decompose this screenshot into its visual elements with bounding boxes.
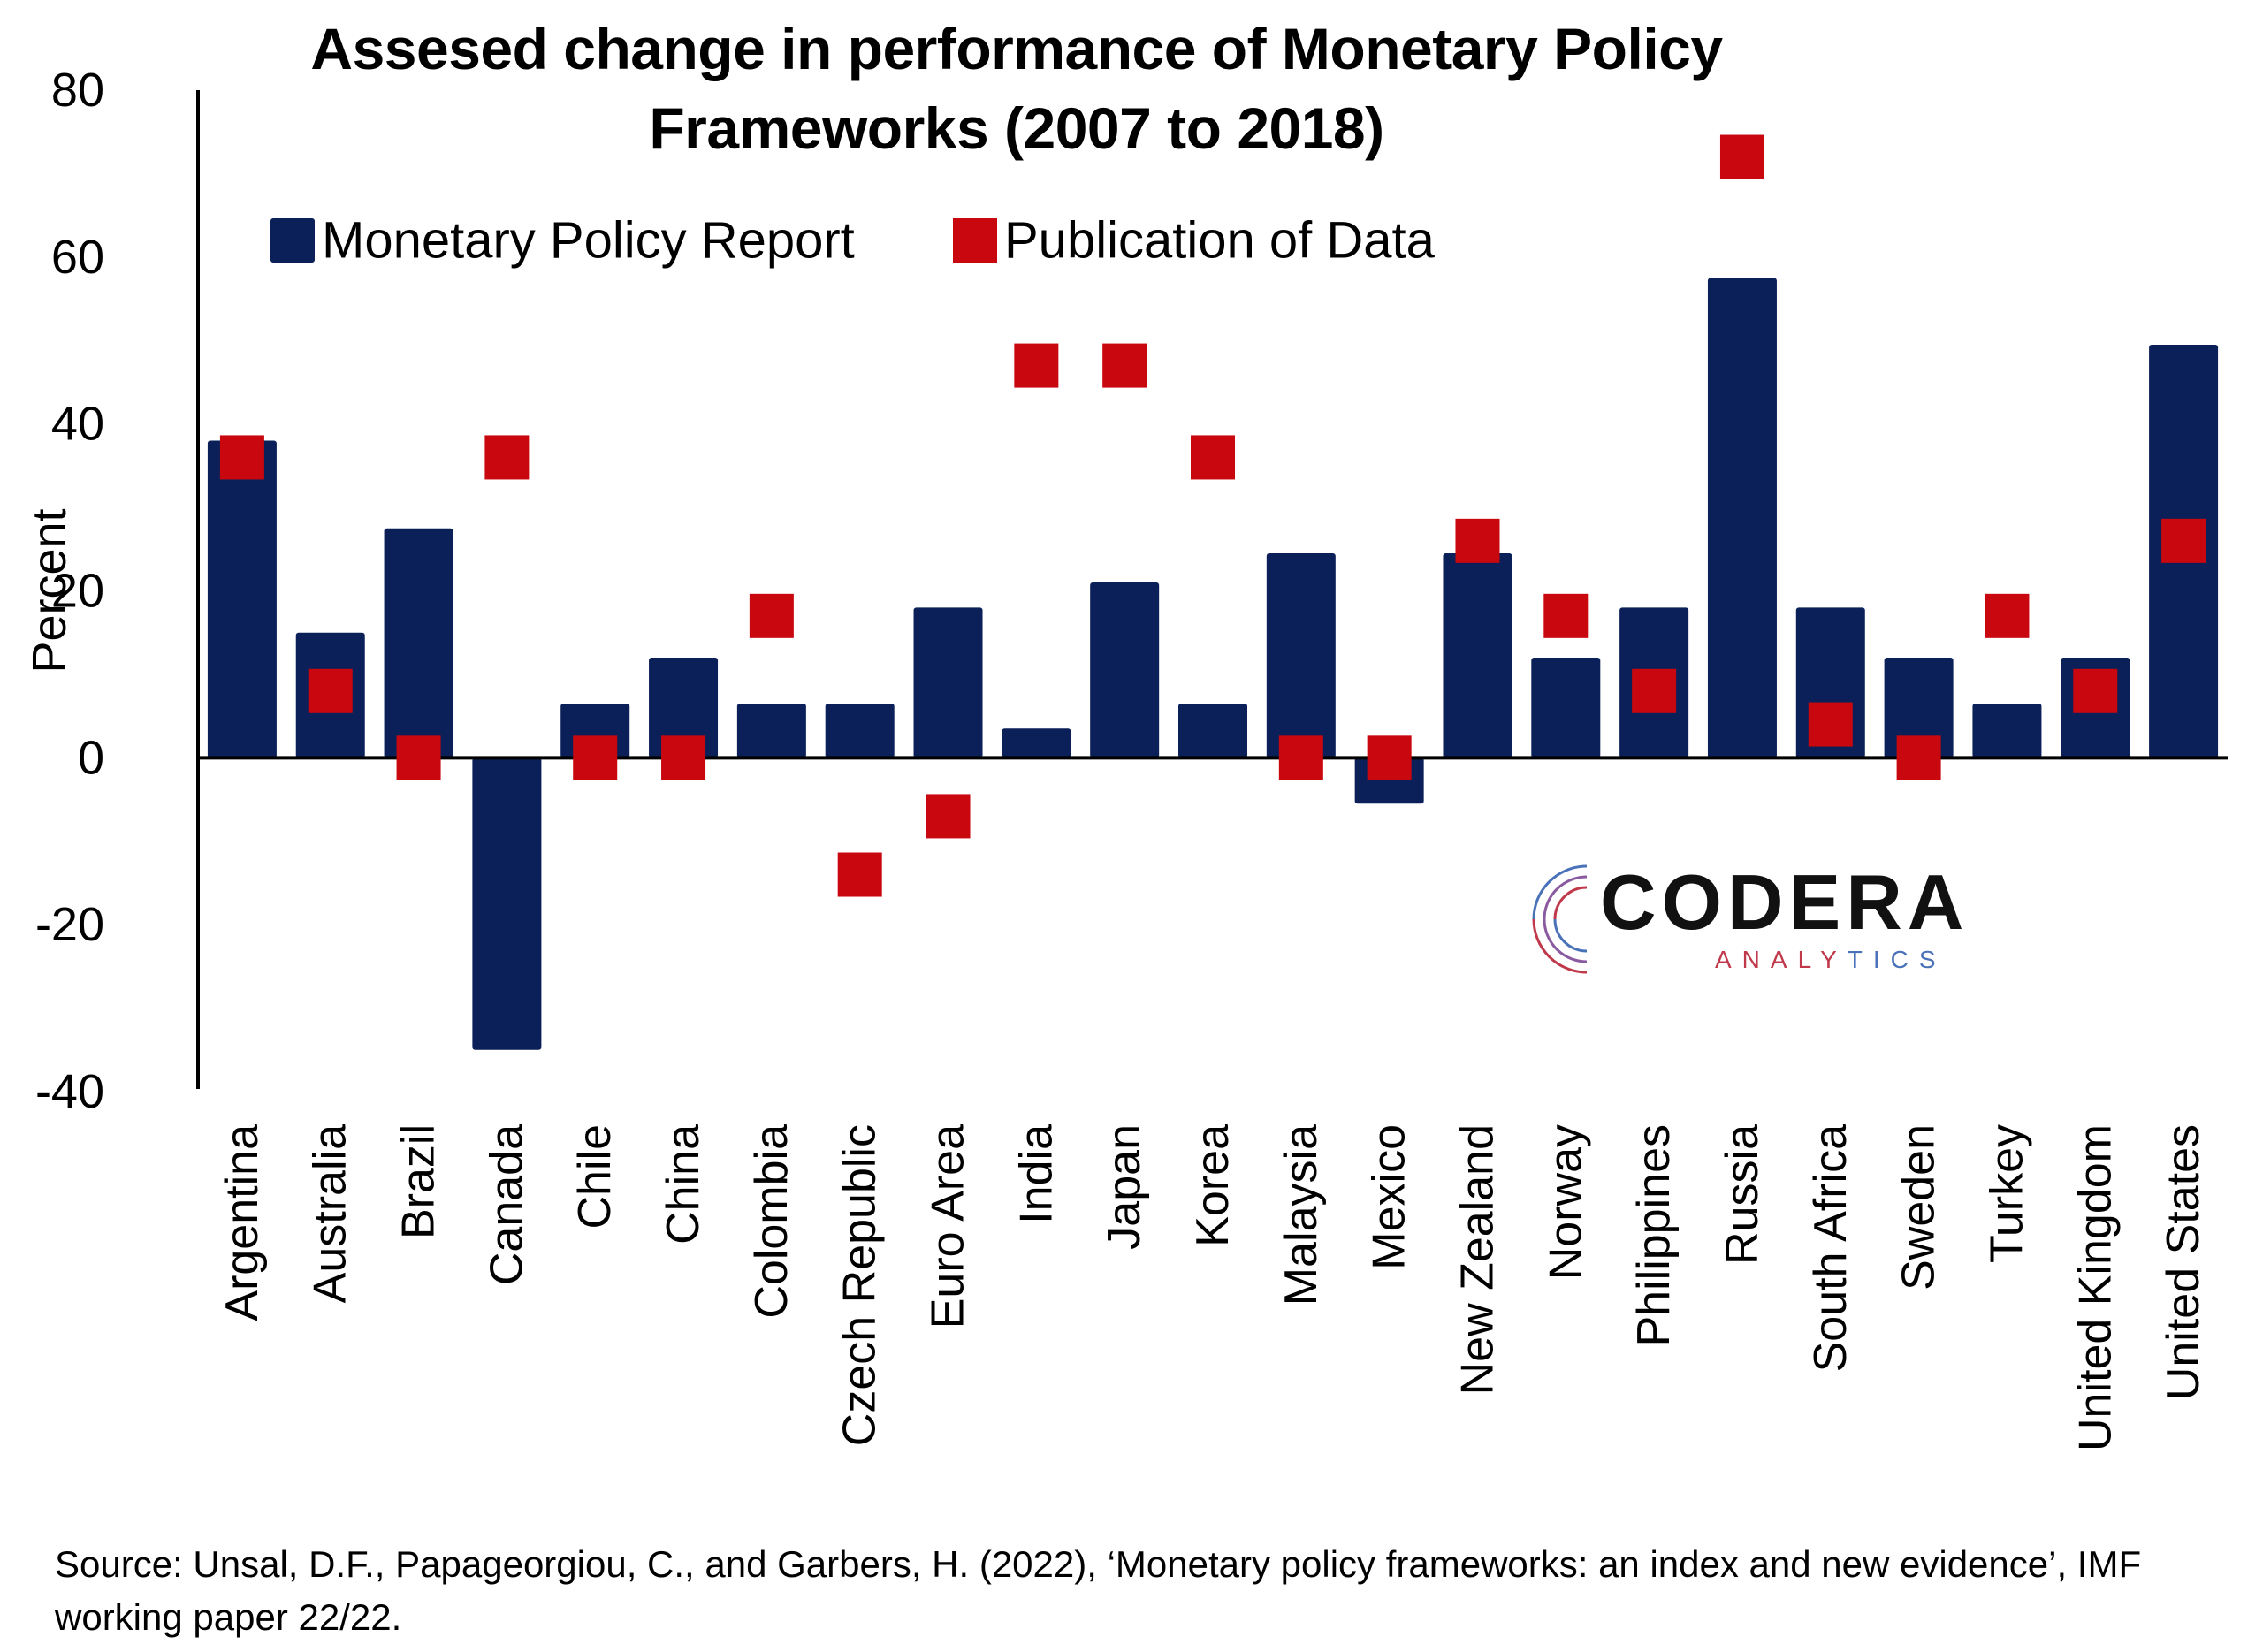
y-tick-label: -20 [35, 898, 104, 951]
bar-korea [1178, 703, 1247, 758]
x-tick-label-euro-area: Euro Area [923, 1124, 974, 1328]
x-tick-label-russia: Russia [1717, 1124, 1768, 1265]
x-tick-label-malaysia: Malaysia [1276, 1124, 1327, 1306]
x-tick-label-sweden: Sweden [1893, 1124, 1945, 1290]
axes [196, 90, 2228, 1089]
marker-united-kingdom [2073, 668, 2118, 713]
marker-turkey [1985, 593, 2030, 638]
y-tick-label: 20 [51, 565, 104, 618]
marker-korea [1191, 435, 1235, 480]
marker-brazil [396, 735, 441, 780]
y-tick-label: 0 [78, 731, 104, 784]
marker-czech-republic [837, 852, 882, 897]
x-tick-label-czech-republic: Czech Republic [834, 1124, 886, 1446]
marker-united-states [2161, 518, 2206, 563]
bar-norway [1531, 658, 1601, 758]
bar-turkey [1972, 703, 2042, 758]
x-tick-label-turkey: Turkey [1981, 1124, 2032, 1263]
legend-swatch-data [953, 218, 997, 263]
source-note: Source: Unsal, D.F., Papageorgiou, C., a… [55, 1543, 2142, 1638]
legend-label-report: Monetary Policy Report [322, 212, 855, 270]
x-tick-label-argentina: Argentina [217, 1124, 268, 1321]
bar-canada [472, 757, 542, 1050]
x-tick-label-japan: Japan [1099, 1124, 1150, 1250]
y-tick-label: 80 [51, 64, 104, 117]
chart-title: Assesed change in performance of Monetar… [310, 16, 1723, 161]
x-tick-label-philippines: Philippines [1628, 1124, 1680, 1347]
legend-label-data: Publication of Data [1004, 212, 1436, 270]
marker-new-zealand [1455, 518, 1500, 563]
x-tick-label-south-africa: South Africa [1805, 1124, 1856, 1372]
logo-subtitle: ANALYTICS [1715, 946, 1947, 973]
x-tick-label-mexico: Mexico [1364, 1124, 1415, 1270]
x-tick-label-canada: Canada [481, 1124, 532, 1285]
marker-series [219, 134, 2206, 897]
x-tick-label-china: China [658, 1124, 709, 1245]
marker-south-africa [1808, 702, 1853, 747]
y-tick-label: -40 [35, 1065, 104, 1118]
marker-colombia [749, 593, 794, 638]
marker-australia [308, 668, 353, 713]
bar-new-zealand [1443, 553, 1512, 758]
marker-sweden [1896, 735, 1941, 780]
legend-swatch-report [270, 218, 315, 263]
bar-china [649, 658, 719, 758]
y-tick-label: 40 [51, 398, 104, 451]
x-tick-label-new-zealand: New Zealand [1452, 1124, 1503, 1395]
bar-india [1002, 728, 1071, 758]
marker-mexico [1367, 735, 1412, 780]
bar-russia [1707, 278, 1777, 758]
marker-japan [1102, 343, 1147, 388]
x-tick-label-colombia: Colombia [746, 1124, 797, 1319]
x-tick-label-australia: Australia [305, 1124, 356, 1303]
x-tick-label-india: India [1010, 1124, 1062, 1224]
bar-brazil [384, 528, 453, 758]
y-tick-label: 60 [51, 231, 104, 284]
marker-argentina [219, 435, 264, 480]
marker-russia [1719, 134, 1764, 179]
marker-canada [484, 435, 530, 480]
codera-logo: CODERA ANALYTICS [1503, 840, 1963, 981]
legend: Monetary Policy Report Publication of Dat… [270, 212, 1436, 270]
bar-japan [1090, 582, 1160, 758]
bar-czech-republic [825, 703, 895, 758]
bar-malaysia [1266, 553, 1336, 758]
bar-colombia [736, 703, 806, 758]
x-tick-label-brazil: Brazil [393, 1124, 445, 1239]
x-tick-label-united-kingdom: United Kingdom [2069, 1124, 2121, 1451]
marker-chile [573, 735, 618, 780]
logo-circuit-icon [1532, 864, 1588, 974]
x-tick-label-korea: Korea [1187, 1124, 1238, 1247]
marker-china [661, 735, 706, 780]
x-tick-label-norway: Norway [1540, 1124, 1591, 1280]
x-tick-label-chile: Chile [569, 1124, 621, 1229]
marker-malaysia [1278, 735, 1323, 780]
y-axis-label: Percent [23, 508, 76, 673]
marker-norway [1543, 593, 1589, 638]
bar-argentina [207, 440, 277, 758]
bar-euro-area [913, 607, 983, 758]
x-tick-label-united-states: United States [2158, 1124, 2209, 1400]
marker-philippines [1632, 668, 1677, 713]
marker-india [1014, 343, 1059, 388]
logo-word: CODERA [1600, 858, 1970, 946]
bar-sweden [1884, 658, 1954, 758]
marker-euro-area [926, 794, 971, 839]
labels: Argentina Australia Brazil Canada Chile China… [23, 64, 2209, 1451]
